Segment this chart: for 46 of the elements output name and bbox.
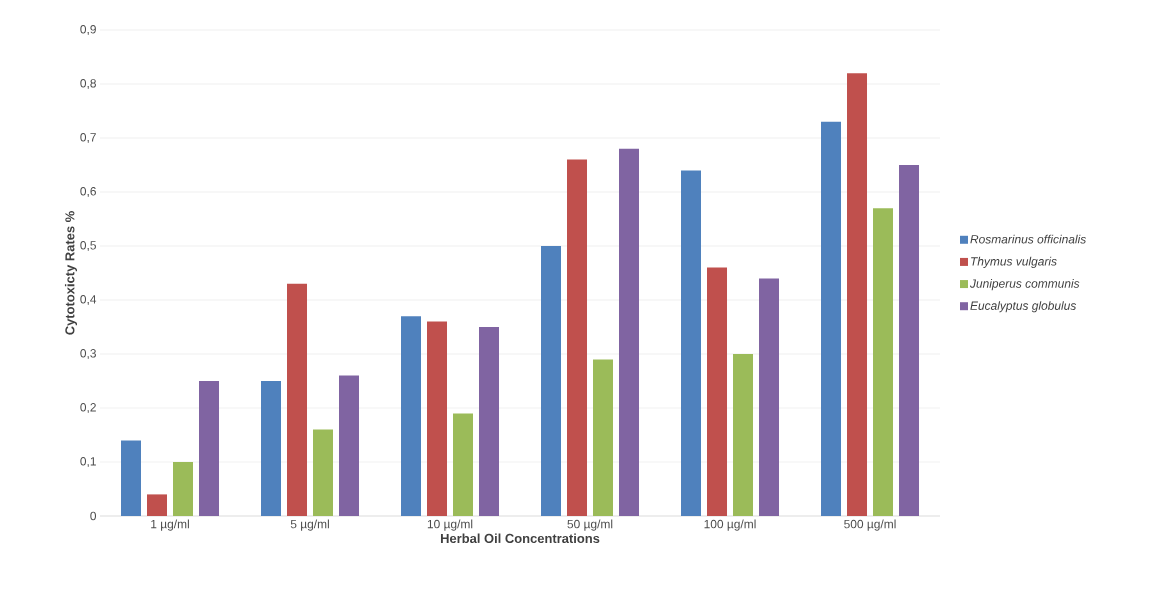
y-tick-label: 0,9 <box>80 25 96 35</box>
bar <box>707 267 728 516</box>
bar <box>733 354 754 516</box>
bar <box>453 413 473 516</box>
x-tick-label: 50 µg/ml <box>567 519 613 531</box>
bar <box>173 462 193 516</box>
y-tick-label: 0,7 <box>80 133 96 143</box>
bar <box>313 429 333 516</box>
y-tick-label: 0,6 <box>80 187 96 197</box>
y-tick-label: 0,4 <box>80 295 97 305</box>
bar <box>619 148 639 516</box>
bar <box>401 316 421 516</box>
bar <box>899 165 920 516</box>
bar <box>681 170 701 516</box>
y-tick-label: 0,5 <box>80 241 96 251</box>
y-tick-label: 0 <box>90 511 97 521</box>
y-tick-label: 0,2 <box>80 403 96 413</box>
x-tick-label: 1 µg/ml <box>151 519 189 531</box>
bar <box>873 208 894 516</box>
bar <box>121 440 141 516</box>
legend-label: Thymus vulgaris <box>971 256 1057 268</box>
legend-label: Rosmarinus officinalis <box>970 234 1086 244</box>
x-tick-label: 10 µg/ml <box>427 519 473 531</box>
bar <box>593 359 613 516</box>
bar <box>567 159 587 516</box>
x-tick-label: 100 µg/ml <box>704 519 756 531</box>
x-tick-label: 5 µg/ml <box>290 519 329 531</box>
bar <box>287 283 307 516</box>
legend-label: Eucalyptus globulus <box>970 301 1077 313</box>
x-axis-title: Herbal Oil Concentrations <box>440 533 600 544</box>
x-tick-label: 500 µg/ml <box>844 519 896 531</box>
bar <box>821 121 842 516</box>
y-tick-label: 0,3 <box>80 349 96 359</box>
bar <box>147 494 167 516</box>
bar <box>199 381 219 516</box>
bar <box>847 73 868 516</box>
bar <box>339 375 359 516</box>
bar <box>427 321 447 516</box>
y-tick-label: 0,8 <box>80 79 96 89</box>
bar <box>261 381 281 516</box>
bar <box>479 327 499 516</box>
bar <box>541 246 561 516</box>
y-tick-label: 0,1 <box>80 457 96 467</box>
legend-label: Juniperus communis <box>969 279 1080 291</box>
bar <box>759 278 780 516</box>
y-axis-title: Cytotoxicty Rates % <box>64 211 78 335</box>
